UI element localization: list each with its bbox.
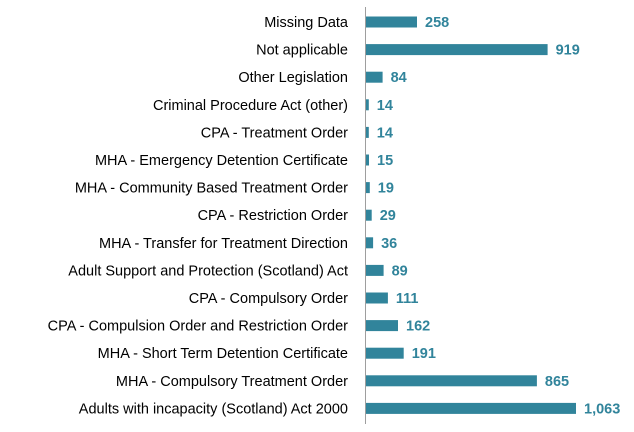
value-label: 36 (381, 236, 397, 252)
bar (366, 375, 537, 387)
value-label: 1,063 (584, 401, 620, 417)
category-label: MHA - Transfer for Treatment Direction (99, 236, 348, 252)
category-label: Criminal Procedure Act (other) (153, 98, 348, 114)
category-label: Adults with incapacity (Scotland) Act 20… (79, 401, 348, 417)
value-label: 258 (425, 15, 449, 31)
category-label: Other Legislation (238, 70, 348, 86)
bar (366, 347, 404, 359)
bar (366, 264, 384, 276)
category-label: Adult Support and Protection (Scotland) … (68, 263, 348, 279)
category-label: CPA - Compulsion Order and Restriction O… (48, 319, 348, 335)
category-labels-group: Missing Data Not applicable Other Legislat… (48, 15, 349, 417)
bar (366, 292, 388, 304)
value-label: 89 (392, 263, 408, 279)
category-label: MHA - Community Based Treatment Order (75, 181, 348, 197)
bar (366, 237, 374, 249)
bar (366, 154, 369, 166)
value-label: 162 (406, 319, 430, 335)
value-label: 14 (377, 98, 393, 114)
bars-group (366, 16, 576, 414)
value-label: 191 (412, 346, 436, 362)
category-label: CPA - Compulsory Order (189, 291, 348, 307)
bar (366, 320, 398, 332)
category-label: Not applicable (256, 43, 348, 59)
category-label: MHA - Compulsory Treatment Order (116, 374, 348, 390)
value-label: 14 (377, 125, 393, 141)
value-label: 15 (377, 153, 393, 169)
bar (366, 402, 576, 414)
value-label: 84 (391, 70, 407, 86)
category-label: MHA - Short Term Detention Certificate (98, 346, 348, 362)
value-label: 111 (396, 291, 419, 307)
bar (366, 182, 370, 194)
value-label: 19 (378, 181, 394, 197)
bar (366, 209, 372, 221)
value-label: 865 (545, 374, 569, 390)
bar (366, 71, 383, 83)
bar (366, 44, 548, 56)
value-labels-group: 258 919 84 14 14 15 19 29 36 89 111 162 191 865 1,063 (377, 15, 620, 417)
bar (366, 16, 417, 28)
bar (366, 126, 369, 138)
value-label: 919 (556, 43, 580, 59)
category-label: Missing Data (264, 15, 349, 31)
category-label: CPA - Restriction Order (198, 208, 349, 224)
category-label: CPA - Treatment Order (201, 125, 348, 141)
value-label: 29 (380, 208, 396, 224)
category-label: MHA - Emergency Detention Certificate (95, 153, 348, 169)
bar (366, 99, 369, 111)
